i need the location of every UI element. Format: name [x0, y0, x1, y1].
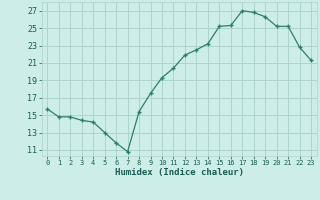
X-axis label: Humidex (Indice chaleur): Humidex (Indice chaleur) — [115, 168, 244, 177]
